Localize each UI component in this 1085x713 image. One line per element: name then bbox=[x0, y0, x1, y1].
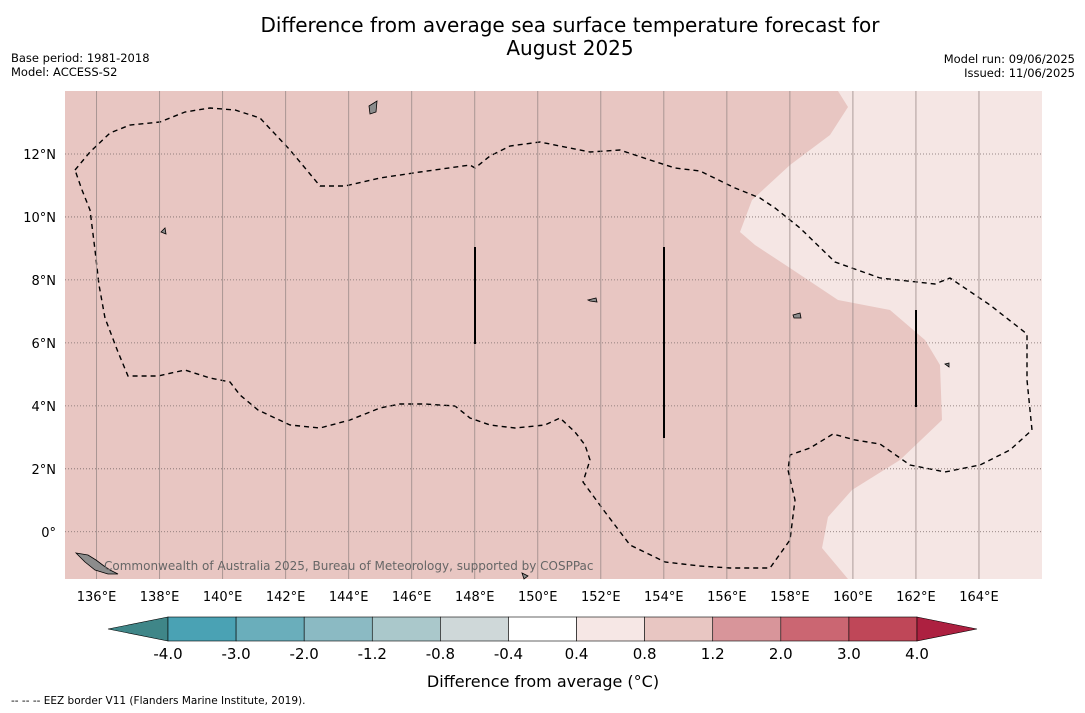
lon-tick-label: 142°E bbox=[266, 590, 306, 605]
colorbar-tick-label: 2.0 bbox=[769, 645, 793, 663]
lon-tick-label: 152°E bbox=[581, 590, 621, 605]
island-chuuk bbox=[586, 297, 598, 303]
colorbar-segment bbox=[440, 616, 509, 642]
colorbar-tick-label: -1.2 bbox=[358, 645, 387, 663]
title-line-1: Difference from average sea surface temp… bbox=[260, 13, 880, 37]
lon-tick-label: 148°E bbox=[455, 590, 495, 605]
colorbar-tick-label: -3.0 bbox=[221, 645, 250, 663]
lat-tick-label: 6°N bbox=[32, 337, 57, 352]
colorbar-segment bbox=[576, 616, 645, 642]
lat-tick-label: 10°N bbox=[23, 211, 56, 226]
longitude-tick-labels: 136°E 138°E 140°E 142°E 144°E 146°E 148°E 150°E… bbox=[77, 590, 999, 605]
colorbar-segment bbox=[371, 616, 441, 642]
island-kosrae bbox=[944, 362, 950, 368]
colorbar-tick-label: -0.4 bbox=[494, 645, 523, 663]
island-new-guinea bbox=[74, 552, 119, 575]
gridlines bbox=[65, 91, 1042, 579]
colorbar-tick-label: -4.0 bbox=[153, 645, 182, 663]
colorbar-tick-label: 0.4 bbox=[565, 645, 589, 663]
meta-left: Base period: 1981-2018 Model: ACCESS-S2 bbox=[11, 51, 150, 79]
colorbar-segment bbox=[780, 616, 850, 642]
lon-tick-label: 160°E bbox=[833, 590, 873, 605]
model-run-text: Model run: 09/06/2025 bbox=[943, 52, 1075, 66]
colorbar-segment bbox=[712, 616, 782, 642]
lon-tick-label: 158°E bbox=[770, 590, 810, 605]
colorbar bbox=[167, 616, 918, 642]
island-guam bbox=[368, 100, 378, 115]
lat-tick-label: 2°N bbox=[32, 463, 57, 478]
title-line-2: August 2025 bbox=[506, 36, 634, 60]
colorbar-tick-label: 4.0 bbox=[905, 645, 929, 663]
colorbar-tick-label: 1.2 bbox=[701, 645, 725, 663]
island-palau bbox=[160, 227, 167, 235]
map-watermark: Commonwealth of Australia 2025, Bureau o… bbox=[104, 559, 594, 573]
meta-right: Model run: 09/06/2025 Issued: 11/06/2025 bbox=[944, 52, 1075, 80]
lon-tick-label: 164°E bbox=[959, 590, 999, 605]
colorbar-segment bbox=[303, 616, 373, 642]
lat-tick-label: 8°N bbox=[32, 274, 57, 289]
lon-tick-label: 162°E bbox=[896, 590, 936, 605]
issued-text: Issued: 11/06/2025 bbox=[964, 66, 1075, 80]
lon-tick-label: 140°E bbox=[203, 590, 243, 605]
light-anomaly-region bbox=[740, 91, 1042, 579]
colorbar-segment bbox=[508, 616, 577, 642]
footnote: -- -- -- EEZ border V11 (Flanders Marine… bbox=[11, 695, 306, 707]
lon-tick-label: 144°E bbox=[329, 590, 369, 605]
lon-tick-label: 156°E bbox=[707, 590, 747, 605]
colorbar-segment bbox=[235, 616, 305, 642]
colorbar-tick-label: -0.8 bbox=[426, 645, 455, 663]
lon-tick-label: 136°E bbox=[77, 590, 117, 605]
eez-border-main bbox=[74, 107, 1033, 569]
island-pohnpei bbox=[792, 312, 802, 319]
lat-tick-label: 12°N bbox=[23, 148, 56, 163]
colorbar-segment bbox=[848, 616, 918, 642]
lat-tick-label: 0° bbox=[41, 526, 56, 541]
colorbar-tick-label: 0.8 bbox=[633, 645, 657, 663]
colorbar-segment bbox=[644, 616, 714, 642]
colorbar-tick-label: 3.0 bbox=[837, 645, 861, 663]
chart-title: Difference from average sea surface temp… bbox=[0, 14, 1085, 60]
lon-tick-label: 154°E bbox=[644, 590, 684, 605]
colorbar-tick-label: -2.0 bbox=[290, 645, 319, 663]
lon-tick-label: 150°E bbox=[518, 590, 558, 605]
base-period-text: Base period: 1981-2018 bbox=[11, 51, 150, 65]
islands bbox=[74, 100, 950, 580]
island-south bbox=[521, 572, 529, 580]
colorbar-segment bbox=[167, 616, 237, 642]
colorbar-extend-low bbox=[107, 616, 169, 642]
lat-tick-label: 4°N bbox=[32, 400, 57, 415]
lon-tick-label: 138°E bbox=[140, 590, 180, 605]
model-text: Model: ACCESS-S2 bbox=[11, 65, 118, 79]
colorbar-tick-labels: -4.0 -3.0 -2.0 -1.2 -0.8 -0.4 0.4 0.8 1.2 2.0 3.0 4… bbox=[153, 645, 929, 663]
colorbar-extend-high bbox=[916, 616, 978, 642]
colorbar-label: Difference from average (°C) bbox=[427, 672, 659, 691]
latitude-tick-labels: 12°N 10°N 8°N 6°N 4°N 2°N 0° bbox=[23, 148, 56, 541]
lon-tick-label: 146°E bbox=[392, 590, 432, 605]
